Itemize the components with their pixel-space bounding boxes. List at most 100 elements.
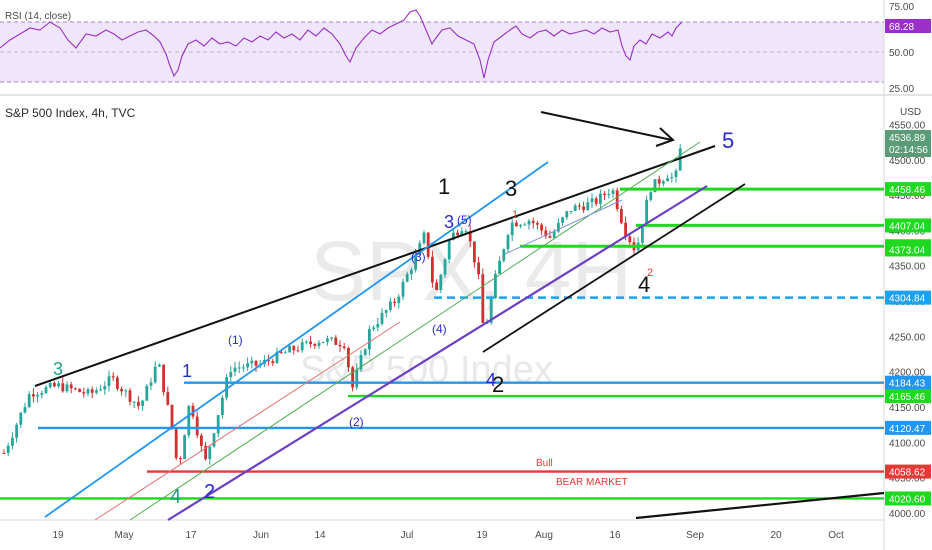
candle-body [502,249,506,261]
thin-blue-line[interactable] [504,199,623,255]
y-tick-label: 4250.00 [889,332,926,343]
candle-body [536,223,539,225]
fan-blue-line[interactable] [44,161,549,518]
x-tick-label: Jun [253,530,269,541]
bottom-line[interactable] [635,491,885,520]
y-tick-label: 4050.00 [889,474,926,485]
x-tick-label: Jul [401,530,414,541]
candle-body [401,281,405,297]
candle-body [128,390,132,402]
candle-body [620,209,623,223]
candle-body [15,424,18,438]
candle-body [99,389,102,391]
green-channel-line[interactable] [129,141,701,521]
x-tick-label: Oct [828,530,844,541]
candle-body [523,224,527,226]
trendlines [34,111,885,521]
x-tick-label: 14 [314,530,326,541]
candle-body [296,350,300,352]
candle-body [338,344,342,347]
wave-label: (5) [457,213,472,227]
candle-body [111,376,115,378]
candle-body [237,367,241,369]
candle-body [40,392,44,395]
candle-body [464,231,468,233]
rsi-level-25: 25.00 [889,84,914,95]
countdown-label: 02:14:56 [889,145,928,156]
candle-body [326,338,329,343]
candle-body [246,363,249,368]
lower-wedge-line[interactable] [482,183,746,353]
channel-purple-line[interactable] [167,185,708,521]
upper-wedge-line[interactable] [34,145,716,387]
wave-label: 4 [170,486,181,508]
candle-body [95,390,98,393]
wave-label: 4 [486,370,496,390]
x-tick-label: 17 [185,530,197,541]
candle-body [666,178,669,182]
wave-label: 2 [204,481,215,503]
candle-body [347,347,350,368]
candle-body [330,337,333,339]
candle-body [212,433,216,447]
wave-label: (1) [228,333,243,347]
candle-body [578,205,581,207]
candle-body [90,389,94,393]
price-tag [885,182,931,197]
candle-body [552,231,556,238]
candle-body [519,224,522,227]
candle-body [393,301,396,304]
candle-body [573,205,577,212]
candle-body [32,394,35,397]
candle-body [11,437,14,446]
candle-body [368,329,371,350]
y-tick-label: 4200.00 [889,368,926,379]
candle-body [342,346,346,348]
candle-body [557,222,560,232]
y-tick-label: 4350.00 [889,262,926,273]
candle-body [23,407,27,413]
candle-body [116,377,119,389]
candle-body [275,351,279,364]
wave-label: (4) [432,322,447,336]
candle-body [384,310,388,313]
candle-body [447,239,451,260]
candle-body [435,282,438,290]
time-axis[interactable]: 19 May 17 Jun 14 Jul 19 Aug 16 Sep 20 Oct [52,530,844,541]
candle-body [284,352,287,354]
candle-body [86,389,90,394]
red-channel-line[interactable] [94,321,401,521]
candle-body [641,226,644,243]
candle-body [653,179,657,193]
candle-body [162,364,165,393]
price-tag-label: 4304.84 [889,294,926,305]
candle-body [380,312,384,324]
price-tag [885,420,931,435]
candle-body [195,416,199,436]
candle-body [494,273,497,299]
candle-body [321,342,325,344]
candle-body [166,392,170,405]
candle-body [460,231,464,236]
candle-body [506,235,510,250]
candle-body [372,327,375,330]
price-tag-label: 4184.43 [889,379,926,390]
x-tick-label: Aug [535,530,553,541]
candle-body [179,458,182,460]
arrow-head[interactable] [655,127,675,147]
candle-body [456,232,459,236]
last-price-label: 4536.89 [889,133,926,144]
candle-body [69,384,73,389]
candle-body [548,236,552,238]
watermark-name: S&P 500 Index [300,349,553,391]
candle-body [61,383,65,392]
candle-body [397,296,401,304]
arrow-shaft[interactable] [540,111,673,141]
wave-label: 5 [722,128,734,153]
candles [2,144,682,465]
price-tag [885,290,931,305]
candle-body [145,385,149,401]
candle-body [531,220,535,224]
price-axis[interactable]: 4550.004500.004450.004400.004350.004300.… [889,120,926,520]
